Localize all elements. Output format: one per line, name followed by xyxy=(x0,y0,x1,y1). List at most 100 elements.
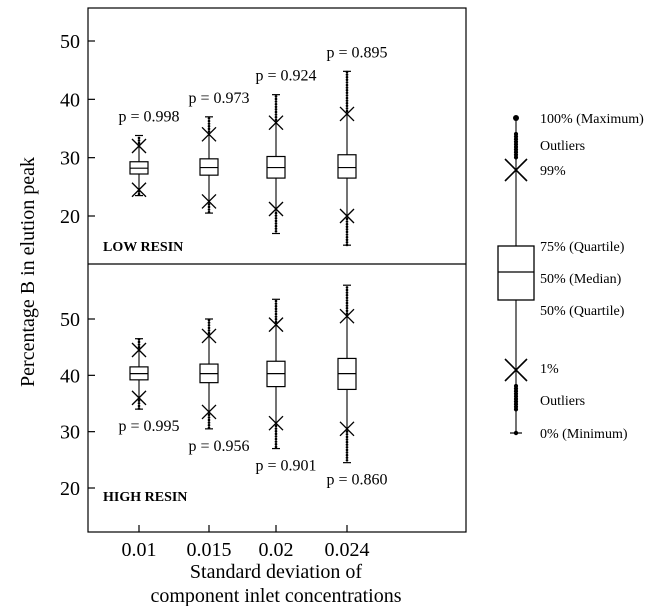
outliers-upper-dot xyxy=(345,88,349,92)
p-value-label: p = 0.973 xyxy=(188,90,249,107)
outliers-upper-dot xyxy=(345,299,349,302)
box-low-3: p = 0.895 xyxy=(326,44,388,247)
outliers-upper-dot xyxy=(274,95,278,98)
x-axis-title-line-1: Standard deviation of xyxy=(190,561,363,583)
box-high-3: p = 0.860 xyxy=(326,284,388,489)
outliers-lower xyxy=(274,424,278,449)
outliers-lower-dot xyxy=(274,216,278,220)
outliers-upper-dot xyxy=(137,345,141,349)
box-high-0: p = 0.995 xyxy=(118,338,180,435)
outliers-upper xyxy=(137,338,141,349)
y-tick-label: 50 xyxy=(60,309,80,331)
outliers-upper-dot xyxy=(274,304,278,308)
outliers-upper-dot xyxy=(345,291,349,294)
legend-label-outliers-low: Outliers xyxy=(540,394,585,409)
p1-cross xyxy=(339,208,355,224)
outliers-upper-dot xyxy=(274,317,278,321)
outliers-lower xyxy=(207,413,211,430)
outliers-upper xyxy=(207,117,211,133)
outliers-lower-dot xyxy=(345,217,349,221)
outliers-lower-dot xyxy=(345,220,349,223)
outliers-lower-dot xyxy=(274,227,278,230)
outliers-lower-dot xyxy=(207,208,211,211)
outliers-lower-dot xyxy=(274,445,278,449)
y-tick-label: 50 xyxy=(60,31,80,53)
outliers-upper-dot xyxy=(345,309,349,313)
outliers-lower-dot xyxy=(137,404,141,408)
p99-cross-b xyxy=(339,106,355,122)
outliers-upper xyxy=(274,299,278,324)
p1-cross-b xyxy=(201,404,217,420)
legend-label-median: 50% (Median) xyxy=(540,272,622,287)
outliers-upper-dot xyxy=(345,96,349,100)
p99-cross xyxy=(131,138,147,154)
outliers-upper-dot xyxy=(207,331,211,335)
outliers-upper-dot xyxy=(345,86,349,89)
p99-cross-b xyxy=(131,342,147,358)
p1-cross-b xyxy=(339,208,355,224)
p-value-label: p = 0.895 xyxy=(326,44,387,61)
x-tick-label: 0.015 xyxy=(187,539,232,561)
legend-label-min: 0% (Minimum) xyxy=(540,427,628,442)
legend-box xyxy=(497,245,535,301)
legend-outliers-lower-dot xyxy=(513,407,519,412)
outliers-upper-dot xyxy=(345,304,349,307)
outliers-lower-dot xyxy=(274,224,278,228)
legend-label-p99: 99% xyxy=(540,164,566,179)
outliers-lower-dot xyxy=(274,440,278,443)
outliers-upper-dot xyxy=(274,110,278,114)
x-axis-title-line-2: component inlet concentrations xyxy=(150,585,401,606)
outliers-upper-dot xyxy=(207,117,211,120)
outliers-lower-dot xyxy=(207,416,211,419)
p1-cross xyxy=(131,390,147,406)
outliers-upper xyxy=(345,70,349,113)
outliers-upper-dot xyxy=(137,136,141,140)
p1-cross xyxy=(268,201,284,217)
outliers-lower-dot xyxy=(274,437,278,441)
outliers-upper-dot xyxy=(274,113,278,116)
outliers-lower-dot xyxy=(207,423,211,427)
outliers-lower-dot xyxy=(274,222,278,225)
outliers-upper-dot xyxy=(137,340,141,344)
y-tick-label: 20 xyxy=(60,206,80,228)
outliers-lower-dot xyxy=(274,435,278,438)
y-tick-label: 40 xyxy=(60,89,80,111)
outliers-upper-dot xyxy=(345,306,349,310)
outliers-lower-dot xyxy=(345,430,349,433)
outliers-lower-dot xyxy=(345,228,349,231)
p1-cross-b xyxy=(131,390,147,406)
y-tick-label: 40 xyxy=(60,365,80,387)
legend-label-q1: 50% (Quartile) xyxy=(540,304,625,319)
outliers-lower-dot xyxy=(274,429,278,433)
outliers-upper xyxy=(345,286,349,315)
outliers-upper-dot xyxy=(345,104,349,108)
outliers-upper-dot xyxy=(137,343,141,346)
outliers-lower-dot xyxy=(345,438,349,441)
p-value-label: p = 0.995 xyxy=(118,418,179,435)
p1-cross-b xyxy=(339,421,355,437)
plot-frame xyxy=(87,7,467,533)
outliers-lower-dot xyxy=(345,222,349,226)
outliers-lower-dot xyxy=(274,211,278,215)
p99-cross xyxy=(201,328,217,344)
outliers-upper-dot xyxy=(345,99,349,102)
outliers-lower-dot xyxy=(345,225,349,229)
outliers-upper-dot xyxy=(207,321,211,324)
outliers-upper-dot xyxy=(345,101,349,105)
outliers-upper-dot xyxy=(207,124,211,128)
outliers-lower-dot xyxy=(345,432,349,436)
outliers-lower-dot xyxy=(207,413,211,417)
outliers-upper-dot xyxy=(207,119,211,123)
box-low-2: p = 0.924 xyxy=(255,68,317,235)
outliers-upper-dot xyxy=(345,293,349,297)
outliers-lower-dot xyxy=(345,443,349,446)
p99-cross xyxy=(201,126,217,142)
outliers-upper-dot xyxy=(207,323,211,327)
panel-label-low-resin: LOW RESIN xyxy=(103,240,183,255)
p99-cross xyxy=(339,308,355,324)
outliers-upper-dot xyxy=(345,288,349,292)
outliers-lower-dot xyxy=(345,235,349,239)
outliers-upper-dot xyxy=(274,312,278,316)
outliers-upper-dot xyxy=(274,302,278,305)
outliers-lower-dot xyxy=(345,458,349,462)
